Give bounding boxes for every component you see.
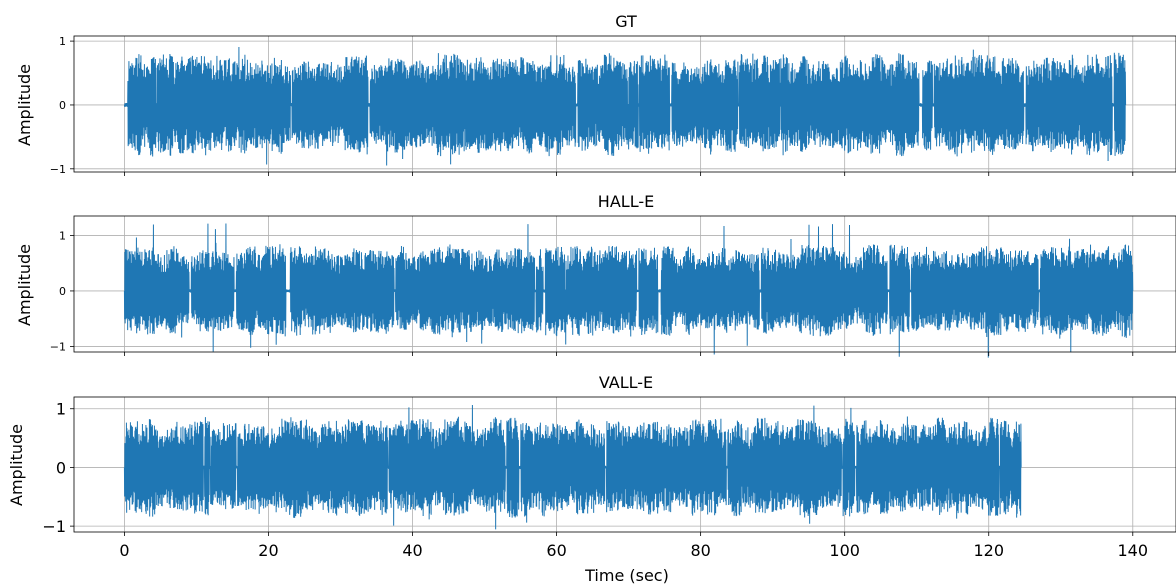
panel-vall-e: VALL-E Amplitude −101 0 20 40 60 80 100 120 140… — [7, 373, 1176, 585]
panel-title: VALL-E — [599, 373, 653, 392]
y-axis-label: Amplitude — [15, 244, 34, 326]
panel-title: GT — [615, 12, 637, 31]
axes-frame — [73, 35, 1176, 173]
waveform-series — [123, 223, 1134, 358]
y-ticks: −1 0 1 — [42, 400, 74, 536]
y-tick-label: −1 — [42, 517, 66, 536]
x-ticks — [124, 172, 1134, 176]
waveform-series — [123, 405, 1022, 530]
y-axis-label: Amplitude — [7, 424, 26, 506]
x-tick-label: 60 — [546, 541, 566, 560]
x-tick-label: 80 — [690, 541, 710, 560]
y-tick-label: −1 — [50, 163, 66, 176]
axes-frame — [73, 215, 1176, 353]
waveform-series — [123, 46, 1127, 166]
x-ticks — [124, 352, 1134, 356]
panel-gt: GT Amplitude −1 0 1 — [15, 12, 1176, 176]
y-tick-label: 1 — [59, 35, 66, 48]
x-tick-label: 40 — [402, 541, 422, 560]
x-ticks: 0 20 40 60 80 100 120 140 — [119, 532, 1148, 560]
x-tick-label: 120 — [973, 541, 1004, 560]
y-tick-label: 1 — [59, 229, 66, 242]
y-axis-label: Amplitude — [15, 64, 34, 146]
y-ticks: −1 0 1 — [50, 229, 74, 353]
y-ticks: −1 0 1 — [50, 35, 74, 176]
y-tick-label: 0 — [59, 99, 66, 112]
panel-title: HALL-E — [598, 192, 654, 211]
x-tick-label: 100 — [829, 541, 860, 560]
x-tick-label: 140 — [1118, 541, 1149, 560]
x-tick-label: 20 — [258, 541, 278, 560]
axes-frame — [73, 396, 1176, 533]
y-tick-label: 1 — [56, 400, 66, 419]
x-axis-label: Time (sec) — [584, 566, 669, 585]
x-tick-label: 0 — [119, 541, 129, 560]
panel-hall-e: HALL-E Amplitude −1 0 1 — [15, 192, 1176, 358]
y-tick-label: −1 — [50, 340, 66, 353]
y-tick-label: 0 — [56, 458, 66, 477]
y-tick-label: 0 — [59, 285, 66, 298]
